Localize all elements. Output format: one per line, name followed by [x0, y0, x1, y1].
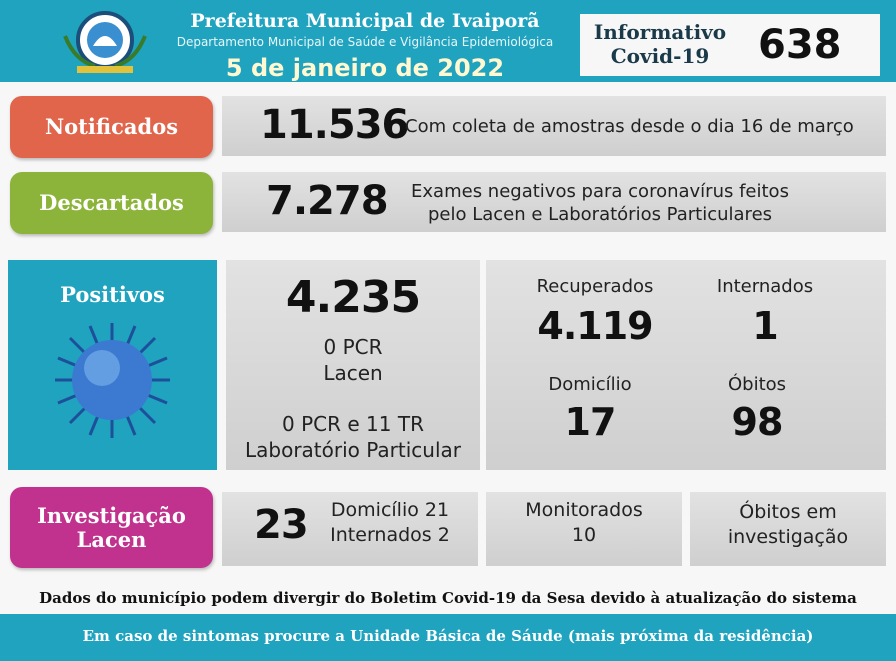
obitos-value: 98: [731, 400, 784, 444]
particular-line: 0 PCR e 11 TR: [282, 412, 424, 436]
edition: 638: [758, 22, 842, 68]
badge: Informativo Covid-19 638: [580, 14, 880, 76]
notificados-label: Notificados: [10, 96, 213, 158]
investigacao-line: Investigação: [37, 502, 186, 528]
domicilio-label: Domicílio: [548, 374, 632, 395]
subtitle: Departamento Municipal de Saúde e Vigilâ…: [176, 35, 554, 49]
lacen-line: 0 PCR: [323, 335, 383, 359]
investigacao-label: Investigação Lacen: [10, 487, 213, 568]
footer-band: [0, 614, 896, 661]
footer-note: Dados do município podem divergir do Bol…: [39, 589, 857, 607]
positivos-value: 4.235: [285, 272, 421, 323]
lacen-block: 0 PCR Lacen: [226, 334, 480, 386]
obitos-investigacao-bar: [690, 492, 886, 566]
status-bar: [486, 260, 886, 470]
monitorados-bar: [486, 492, 682, 566]
title: Prefeitura Municipal de Ivaiporã: [190, 10, 540, 32]
badge-text: Informativo Covid-19: [580, 20, 740, 68]
note-line: Exames negativos para coronavírus feitos: [411, 181, 789, 202]
date: 5 de janeiro de 2022: [225, 54, 505, 82]
monitorados-label: Monitorados: [525, 499, 643, 521]
investigacao-details: Domicílio 21 Internados 2: [310, 498, 470, 548]
descartados-value: 7.278: [266, 178, 389, 224]
investigacao-line: Lacen: [76, 526, 147, 552]
monitorados-block: Monitorados 10: [486, 498, 682, 548]
detail-line: Internados 2: [330, 524, 450, 546]
footer-advice: Em caso de sintomas procure a Unidade Bá…: [82, 627, 814, 645]
descartados-note: Exames negativos para coronavírus feitos…: [400, 180, 800, 226]
obitos-label: Óbitos: [727, 374, 787, 395]
domicilio-value: 17: [564, 400, 617, 444]
badge-line: Informativo: [593, 20, 727, 44]
badge-line: Covid-19: [610, 44, 710, 68]
particular-block: 0 PCR e 11 TR Laboratório Particular: [226, 411, 480, 463]
investigacao-bar: [222, 492, 478, 566]
note-line: pelo Lacen e Laboratórios Particulares: [427, 204, 773, 225]
internados-label: Internados: [716, 276, 814, 297]
virus-icon: [55, 323, 170, 438]
investigacao-value: 23: [254, 502, 309, 548]
descartados-label: Descartados: [10, 172, 213, 234]
descartados-bar: [222, 172, 886, 232]
notificados-value: 11.536: [260, 102, 409, 148]
logo: [63, 11, 147, 73]
obitos-investigacao: Óbitos em investigação: [690, 500, 886, 550]
detail-line: Domicílio 21: [330, 499, 450, 521]
recuperados-value: 4.119: [537, 304, 653, 348]
monitorados-value: 10: [571, 524, 597, 546]
obitos-line: investigação: [727, 526, 849, 548]
recuperados-label: Recuperados: [536, 276, 654, 297]
particular-line: Laboratório Particular: [244, 438, 461, 462]
notificados-note: Com coleta de amostras desde o dia 16 de…: [405, 116, 854, 137]
obitos-line: Óbitos em: [739, 501, 837, 523]
positivos-label: Positivos: [60, 282, 165, 307]
notificados-bar: [222, 96, 886, 156]
internados-value: 1: [752, 304, 778, 348]
positivos-bar: [226, 260, 480, 470]
lacen-line: Lacen: [323, 361, 383, 385]
